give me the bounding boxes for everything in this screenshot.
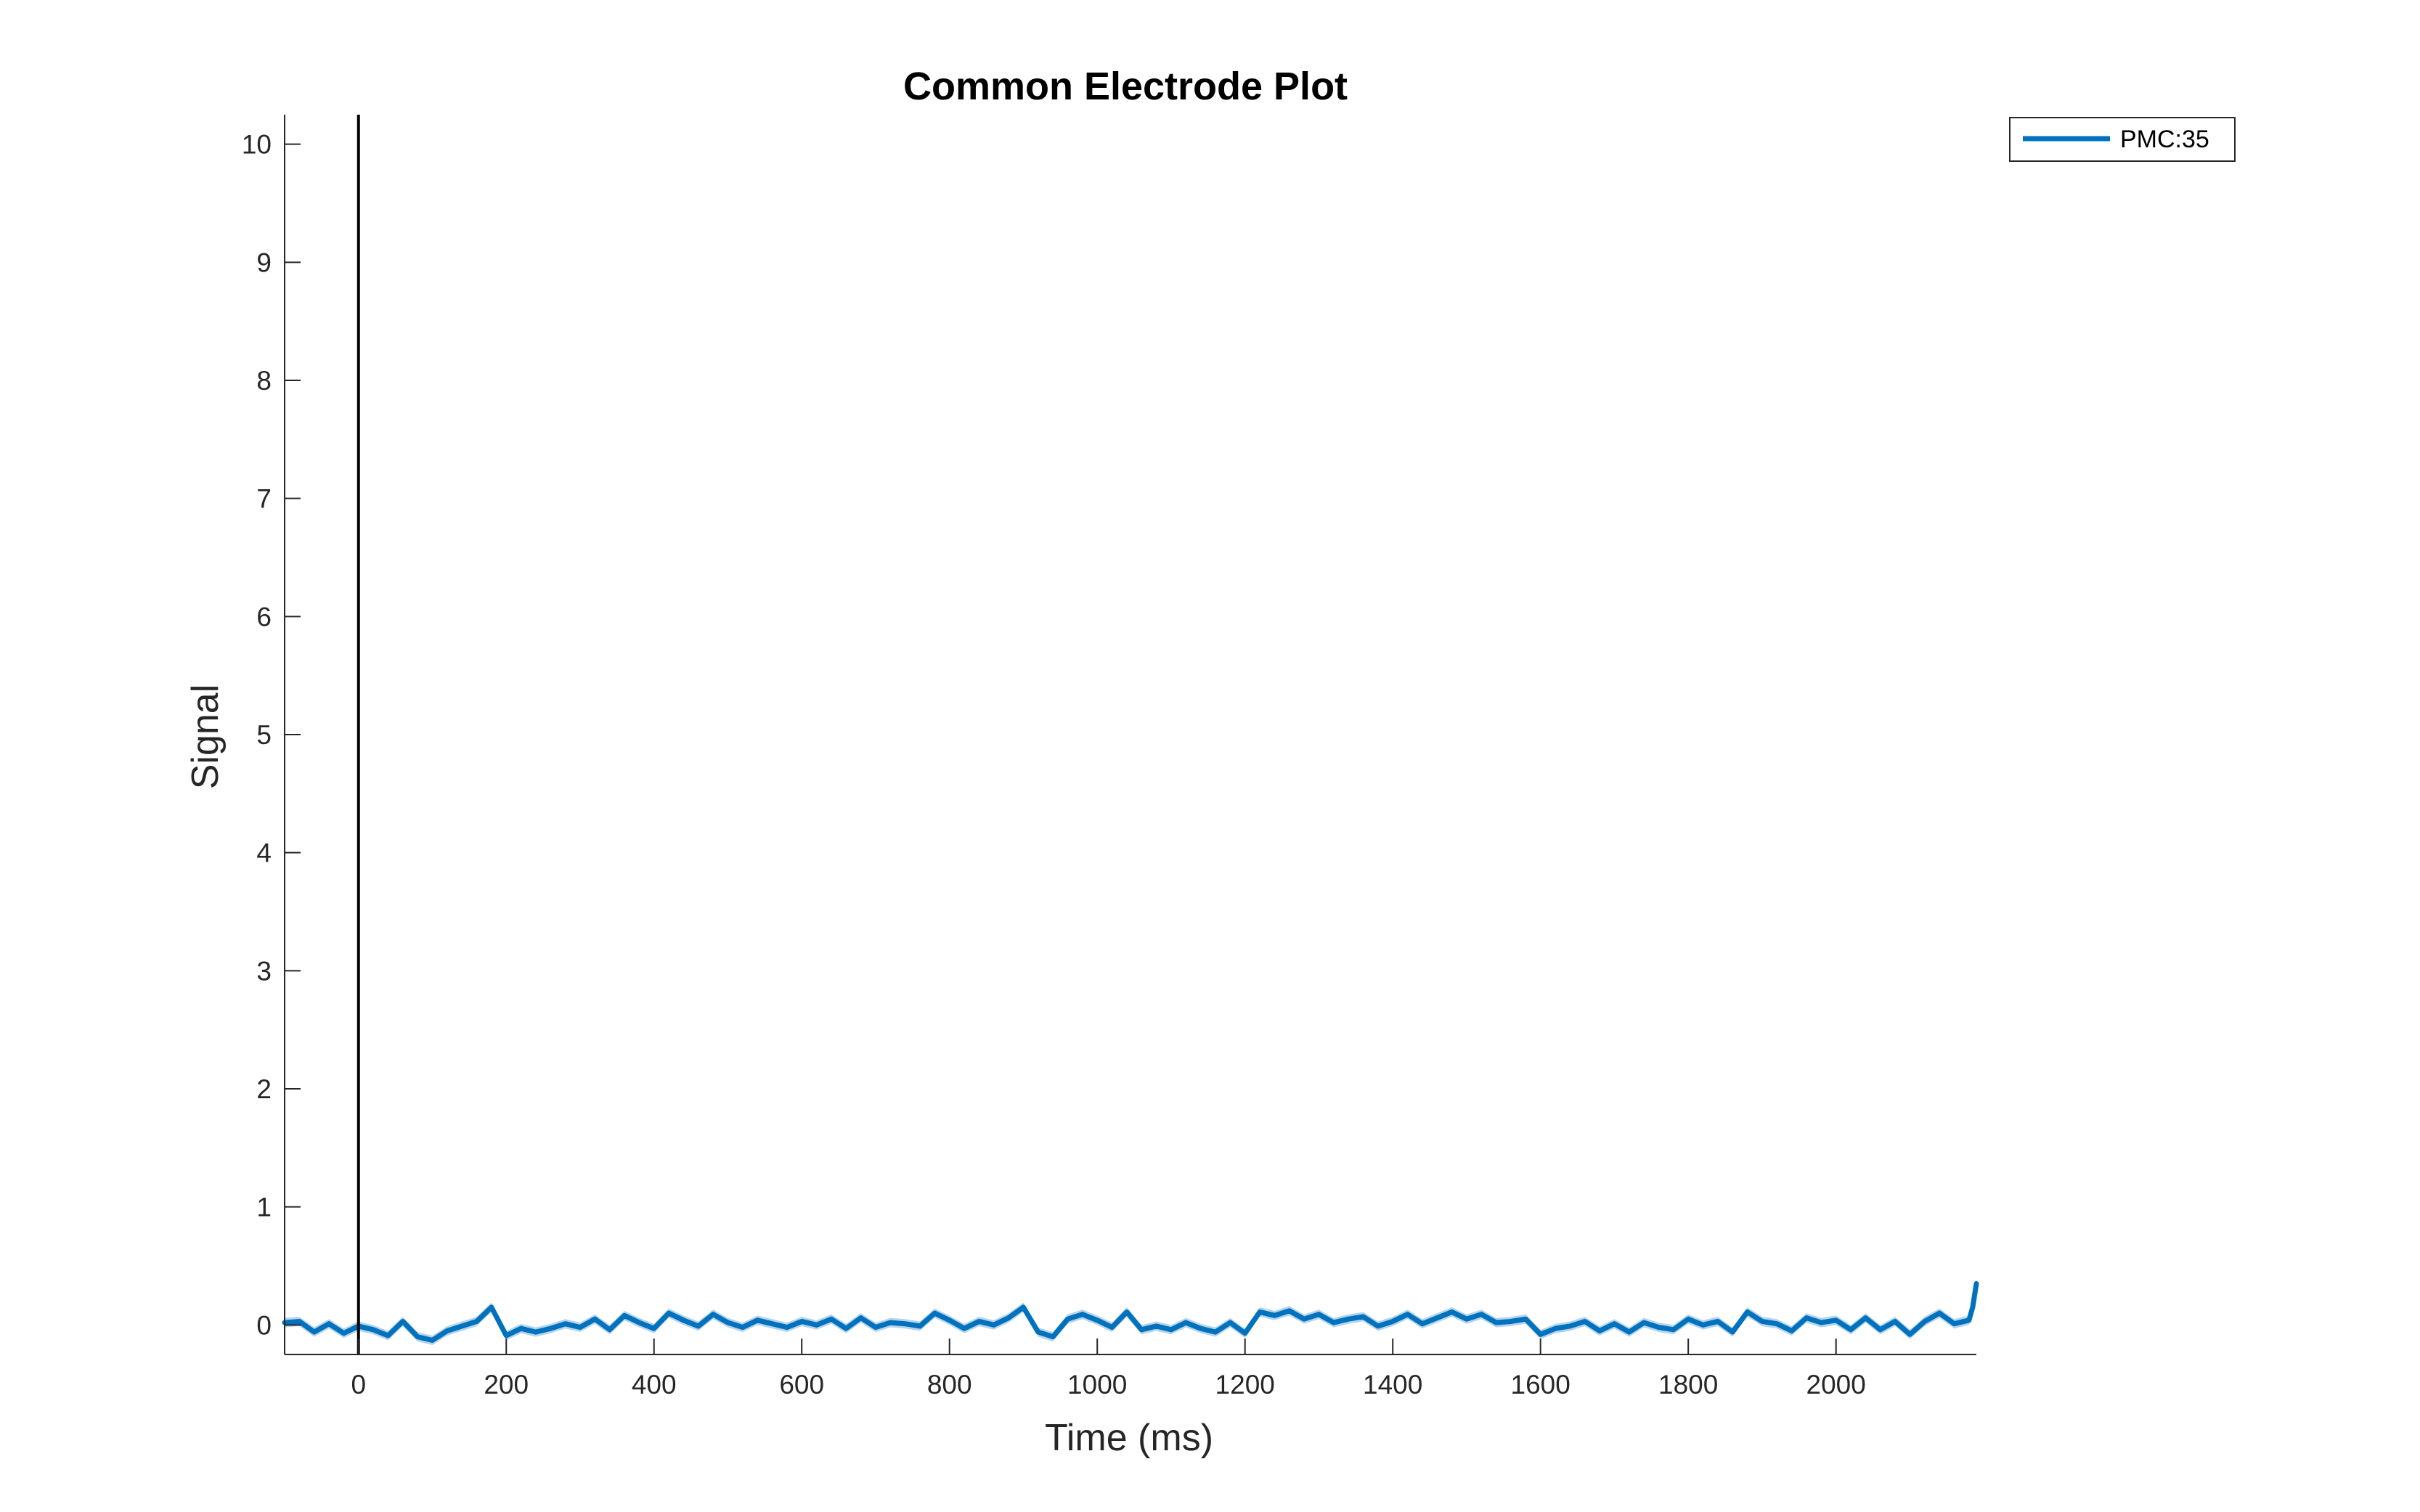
y-axis-label: Signal <box>184 685 227 790</box>
y-tick-label: 1 <box>256 1193 272 1222</box>
x-tick-label: 600 <box>779 1370 824 1399</box>
legend-entry-label: PMC:35 <box>2120 126 2209 153</box>
x-tick-label: 0 <box>351 1370 366 1399</box>
plot-area: 0 1 2 3 4 5 6 7 8 9 10 0 200 400 600 800 1000 1200 1400 16… <box>242 115 1979 1399</box>
y-axis-ticks: 0 1 2 3 4 5 6 7 8 9 10 <box>242 130 301 1340</box>
x-axis-ticks: 0 200 400 600 800 1000 1200 1400 1600 1800 2000 <box>351 1339 1866 1399</box>
legend: PMC:35 <box>2009 117 2236 162</box>
x-axis-label: Time (ms) <box>1045 1417 1213 1459</box>
x-tick-label: 1800 <box>1658 1370 1718 1399</box>
x-tick-label: 800 <box>927 1370 972 1399</box>
y-tick-label: 7 <box>256 484 272 514</box>
y-tick-label: 4 <box>256 838 272 868</box>
series-layer <box>282 1278 1979 1345</box>
y-tick-label: 3 <box>256 956 272 986</box>
x-tick-label: 1200 <box>1215 1370 1275 1399</box>
y-tick-label: 10 <box>242 130 272 160</box>
x-tick-label: 400 <box>632 1370 677 1399</box>
series-line <box>282 1280 1979 1343</box>
x-tick-label: 1600 <box>1511 1370 1570 1399</box>
x-tick-label: 1400 <box>1363 1370 1422 1399</box>
y-tick-label: 6 <box>256 602 272 632</box>
x-tick-label: 1000 <box>1067 1370 1127 1399</box>
chart-title: Common Electrode Plot <box>903 65 1348 108</box>
y-tick-label: 9 <box>256 248 272 277</box>
y-tick-label: 2 <box>256 1074 272 1104</box>
x-tick-label: 200 <box>484 1370 529 1399</box>
x-tick-label: 2000 <box>1806 1370 1866 1399</box>
y-tick-label: 8 <box>256 366 272 396</box>
y-tick-label: 0 <box>256 1310 272 1340</box>
y-tick-label: 5 <box>256 720 272 750</box>
